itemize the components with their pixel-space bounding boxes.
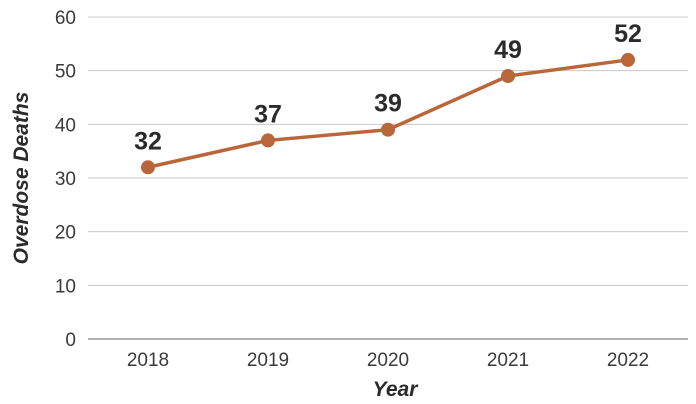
y-axis-title: Overdose Deaths	[10, 92, 33, 265]
data-point	[141, 160, 155, 175]
y-tick-label: 20	[55, 223, 76, 244]
x-tick-label: 2018	[127, 350, 169, 371]
data-point	[261, 133, 275, 148]
y-tick-label: 30	[55, 169, 76, 190]
y-tick-label: 40	[55, 115, 76, 136]
data-labels: 32 37 39 49 52	[134, 20, 642, 155]
x-axis-ticks: 2018 2019 2020 2021 2022	[127, 350, 649, 371]
data-label: 32	[134, 127, 162, 155]
data-point	[621, 52, 635, 67]
data-point	[381, 122, 395, 137]
data-label: 52	[614, 20, 642, 48]
data-label: 39	[374, 90, 402, 118]
x-axis-title: Year	[373, 378, 420, 401]
y-tick-label: 0	[65, 330, 76, 351]
x-tick-label: 2022	[607, 350, 649, 371]
x-tick-label: 2019	[247, 350, 289, 371]
series-layer	[141, 52, 635, 175]
y-tick-label: 50	[55, 62, 76, 83]
data-point	[501, 69, 515, 84]
data-label: 37	[254, 100, 282, 128]
y-tick-label: 60	[55, 8, 76, 29]
y-axis-ticks: 0 10 20 30 40 50 60	[55, 8, 76, 351]
x-tick-label: 2020	[367, 350, 409, 371]
y-tick-label: 10	[55, 276, 76, 297]
x-tick-label: 2021	[487, 350, 529, 371]
data-label: 49	[494, 36, 522, 64]
